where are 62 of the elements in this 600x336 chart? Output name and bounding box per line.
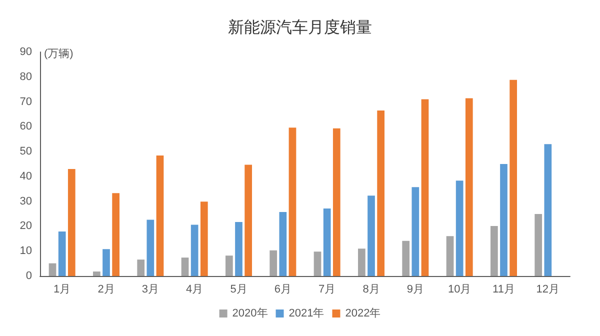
bar [181, 258, 189, 276]
y-tick-label: 40 [20, 170, 32, 182]
bar [270, 250, 278, 276]
bar [314, 252, 322, 276]
y-tick-label: 60 [20, 120, 32, 133]
y-tick-label: 50 [20, 146, 32, 158]
bar [190, 224, 198, 276]
bar [102, 249, 110, 276]
bar [500, 164, 508, 276]
y-tick-label: 80 [20, 70, 32, 83]
bar [332, 128, 340, 276]
bar [544, 144, 552, 276]
chart-title: 新能源汽车月度销量 [228, 18, 372, 36]
bar [377, 110, 384, 276]
bar [446, 236, 454, 276]
bar [226, 256, 233, 276]
bar [421, 99, 429, 276]
x-tick-label: 6月 [274, 284, 292, 296]
x-tick-label: 1月 [54, 284, 71, 296]
legend-label: 2020年 [232, 308, 268, 320]
bar [358, 248, 366, 276]
y-tick-label: 70 [20, 96, 32, 108]
bar [368, 196, 375, 276]
x-tick-label: 3月 [142, 284, 159, 296]
x-tick-label: 2月 [98, 284, 115, 296]
bar [235, 222, 242, 276]
y-tick-label: 30 [20, 195, 32, 208]
bar [156, 156, 164, 276]
y-tick-label: 10 [20, 245, 32, 258]
x-tick-label: 8月 [362, 284, 380, 296]
x-tick-label: 5月 [230, 284, 248, 296]
bar [510, 80, 517, 276]
bar [200, 202, 208, 276]
bar [412, 187, 420, 276]
bar [534, 214, 542, 276]
bar [402, 240, 410, 276]
y-tick-label: 20 [20, 220, 32, 232]
x-tick-label: 7月 [318, 284, 336, 296]
bar [490, 226, 498, 276]
bar [146, 220, 154, 276]
x-tick-label: 11月 [492, 284, 515, 296]
bar [93, 272, 100, 276]
bar [112, 193, 120, 276]
x-tick-label: 4月 [186, 284, 204, 296]
x-tick-label: 12月 [536, 284, 560, 296]
bar [68, 168, 76, 276]
x-tick-label: 10月 [448, 284, 472, 296]
bar [48, 263, 56, 276]
bar [456, 180, 464, 276]
y-tick-label: 90 [20, 46, 32, 58]
bar [465, 98, 473, 276]
y-tick-label: 0 [26, 270, 32, 282]
legend-label: 2021年 [288, 308, 324, 320]
bar [137, 260, 145, 276]
bar [288, 128, 296, 276]
bar [323, 208, 331, 276]
x-tick-label: 9月 [406, 284, 424, 296]
bar [58, 231, 66, 276]
y-axis-title: (万辆) [44, 48, 74, 60]
bar [279, 212, 287, 276]
bar [244, 164, 252, 276]
legend-label: 2022年 [345, 308, 381, 320]
